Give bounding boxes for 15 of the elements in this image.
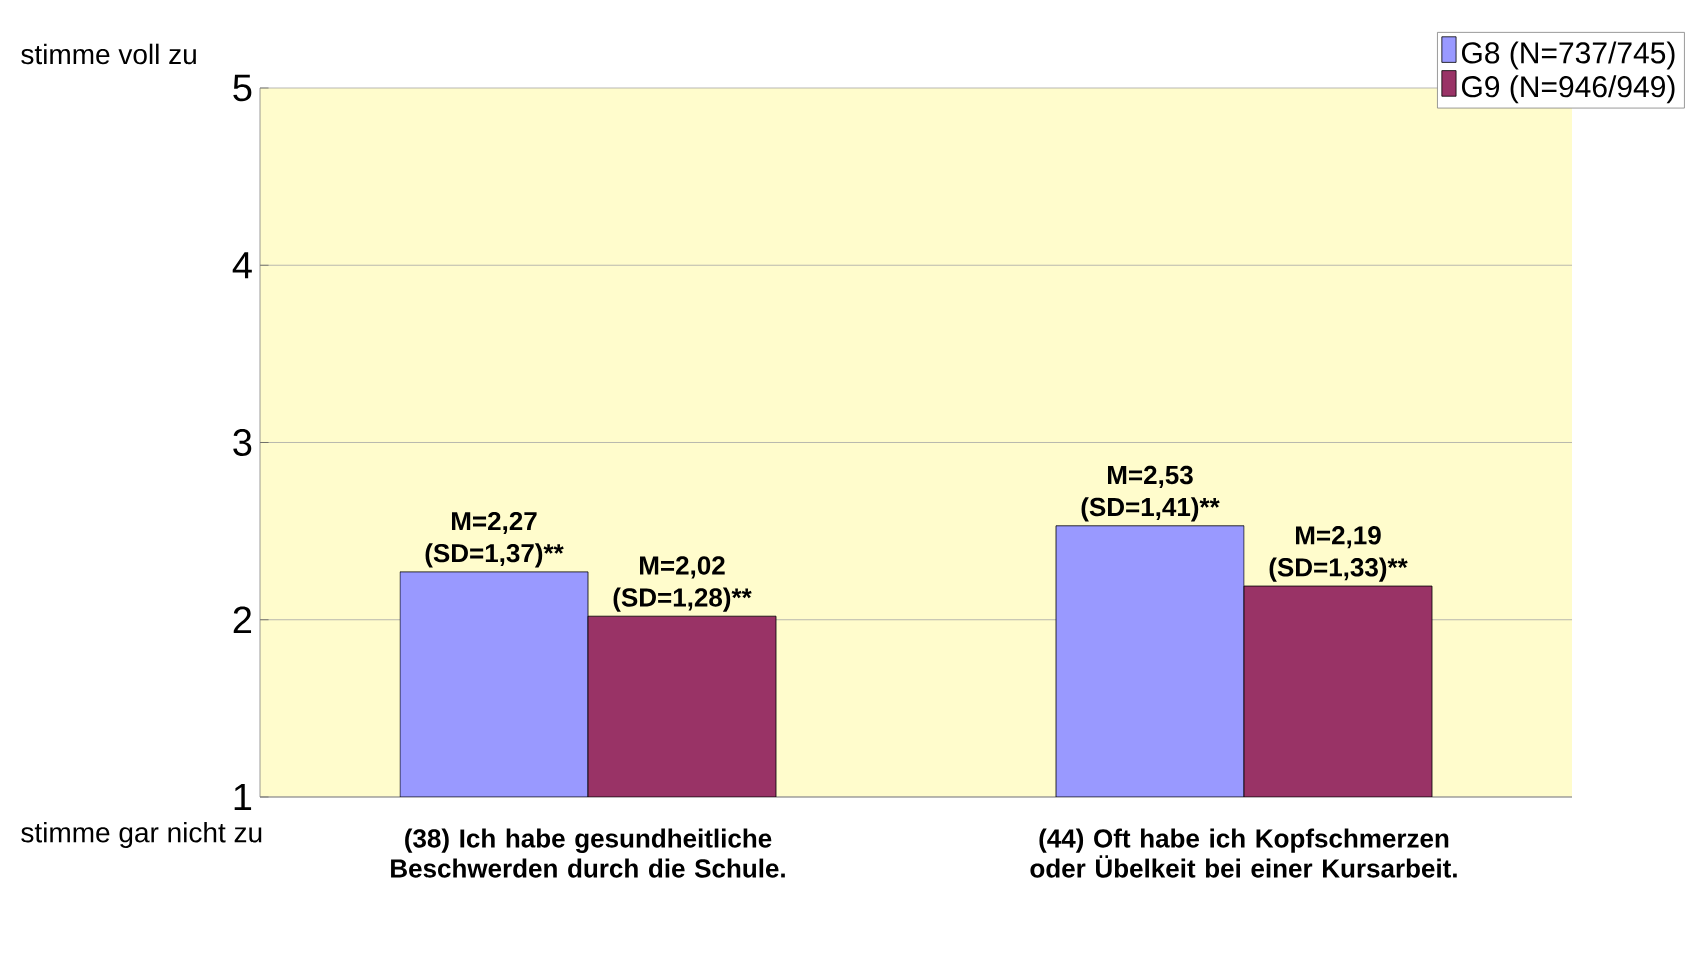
x-tick-label: (38) Ich habe gesundheitliche Beschwerden durch die Schule. xyxy=(391,828,785,878)
x-tick-label: (44) Oft habe ich Kopfschmerzen oder Übelkeit bei einer Kursarbeit. xyxy=(1030,828,1457,878)
y-tick-label: 2 xyxy=(233,606,252,633)
legend-label: G8 (N=737/745) xyxy=(1461,41,1675,70)
data-label: M=2,02 (SD=1,28)** xyxy=(613,556,752,612)
y-tick-label: 3 xyxy=(233,429,252,456)
text: stimme voll zu xyxy=(21,43,196,65)
legend-label: G9 (N=946/949) xyxy=(1461,75,1675,104)
data-label: M=2,19 (SD=1,33)** xyxy=(1269,526,1408,582)
data-label: M=2,53 (SD=1,41)** xyxy=(1081,465,1220,522)
y-tick-label: 5 xyxy=(233,74,252,102)
y-tick-label: 1 xyxy=(234,783,252,811)
text: stimme gar nicht zu xyxy=(21,821,262,849)
data-label: M=2,27 (SD=1,37)** xyxy=(425,511,564,568)
y-tick-label: 4 xyxy=(232,252,252,279)
